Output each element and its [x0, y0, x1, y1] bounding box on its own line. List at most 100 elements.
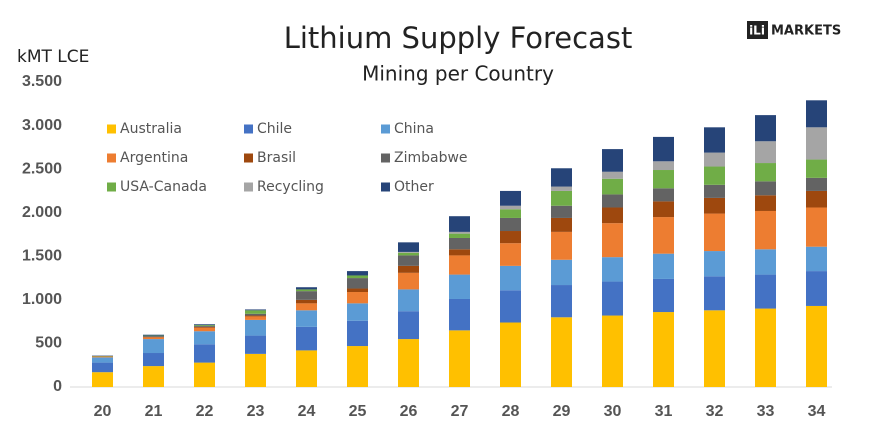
bar-segment [194, 331, 215, 345]
bar-segment [398, 251, 419, 253]
y-tick-label: 2.500 [22, 160, 62, 177]
x-tick-label: 20 [94, 403, 112, 420]
legend-label: Recycling [257, 179, 324, 195]
bar-segment [551, 168, 572, 187]
bar-segment [194, 326, 215, 327]
bar-segment [245, 319, 266, 336]
legend-swatch [244, 124, 253, 134]
bar-segment [755, 163, 776, 182]
bar-segment [806, 177, 827, 191]
bar-segment [755, 181, 776, 196]
bar-segment [755, 308, 776, 387]
bar-segment [755, 210, 776, 250]
bar-segment [398, 255, 419, 266]
bar-segment [500, 205, 521, 210]
bar-segment [296, 310, 317, 327]
bar-segment [449, 255, 470, 275]
bar-segment [653, 170, 674, 189]
bar-segment [704, 276, 725, 311]
bar-segment [653, 188, 674, 202]
legend-label: China [394, 121, 434, 137]
bar-segment [653, 253, 674, 279]
bar-segment [449, 233, 470, 238]
bar-segment [704, 310, 725, 387]
bar-segment [398, 242, 419, 252]
bar-segment [398, 311, 419, 340]
bar-segment [245, 310, 266, 314]
bar-segment [806, 305, 827, 387]
legend-label: USA-Canada [120, 179, 207, 195]
bar-segment [245, 353, 266, 387]
bar-segment [653, 217, 674, 254]
bar-segment [806, 190, 827, 208]
y-tick-label: 3.000 [22, 117, 62, 134]
legend-swatch [244, 182, 253, 192]
logo: MARKETS [771, 24, 841, 39]
bar-segment [245, 313, 266, 316]
bar-segment [245, 315, 266, 317]
bar-segment [92, 356, 113, 358]
y-axis-label: kMT LCE [17, 47, 89, 67]
bar-segment [704, 152, 725, 167]
x-tick-label: 23 [247, 403, 265, 420]
bar-segment [347, 288, 368, 293]
legend-swatch [381, 124, 390, 134]
bar-segment [500, 231, 521, 244]
bar-segment [143, 366, 164, 387]
bar-segment [194, 362, 215, 387]
bar-segment [755, 195, 776, 211]
bar-segment [755, 249, 776, 275]
bar-segment [347, 271, 368, 276]
bar-segment [143, 336, 164, 337]
y-tick-label: 2.000 [22, 204, 62, 221]
legend-label: Chile [257, 121, 292, 137]
bar-segment [449, 231, 470, 234]
bar-segment [602, 281, 623, 316]
bar-segment [296, 303, 317, 311]
bar-segment [398, 289, 419, 312]
legend-label: Brasil [257, 150, 296, 166]
x-tick-label: 28 [502, 403, 520, 420]
bar-segment [92, 362, 113, 373]
x-tick-label: 25 [349, 403, 367, 420]
x-tick-label: 24 [298, 403, 316, 420]
bar-segment [296, 350, 317, 387]
legend-swatch [107, 153, 116, 163]
legend-label: Other [394, 179, 434, 195]
bar-segment [806, 127, 827, 160]
bar-segment [653, 161, 674, 171]
bar-segment [143, 337, 164, 340]
bar-segment [347, 320, 368, 347]
bar-segment [500, 265, 521, 291]
bar-segment [704, 197, 725, 214]
bar-segment [551, 205, 572, 218]
bar-segment [602, 171, 623, 179]
bar-segment [653, 201, 674, 218]
bar-segment [551, 259, 572, 286]
bar-segment [602, 223, 623, 258]
bar-segment [755, 274, 776, 309]
bar-segment [92, 357, 113, 363]
bar-segment [755, 115, 776, 142]
y-tick-label: 500 [35, 335, 62, 352]
bar-segment [500, 322, 521, 387]
y-tick-label: 1.500 [22, 248, 62, 265]
bar-segment [194, 324, 215, 326]
legend-swatch [107, 124, 116, 134]
bar-segment [194, 344, 215, 363]
bar-segment [296, 326, 317, 351]
bar-segment [704, 166, 725, 185]
y-tick-label: 0 [53, 378, 62, 395]
bar-segment [194, 326, 215, 328]
bar-segment [602, 178, 623, 195]
x-tick-label: 34 [808, 403, 826, 420]
legend-swatch [381, 182, 390, 192]
chart-subtitle: Mining per Country [362, 62, 554, 86]
bar-segment [194, 325, 215, 326]
bar-segment [347, 292, 368, 304]
bar-segment [347, 303, 368, 321]
bar-segment [806, 271, 827, 306]
bar-segment [551, 186, 572, 191]
bar-segment [602, 257, 623, 282]
